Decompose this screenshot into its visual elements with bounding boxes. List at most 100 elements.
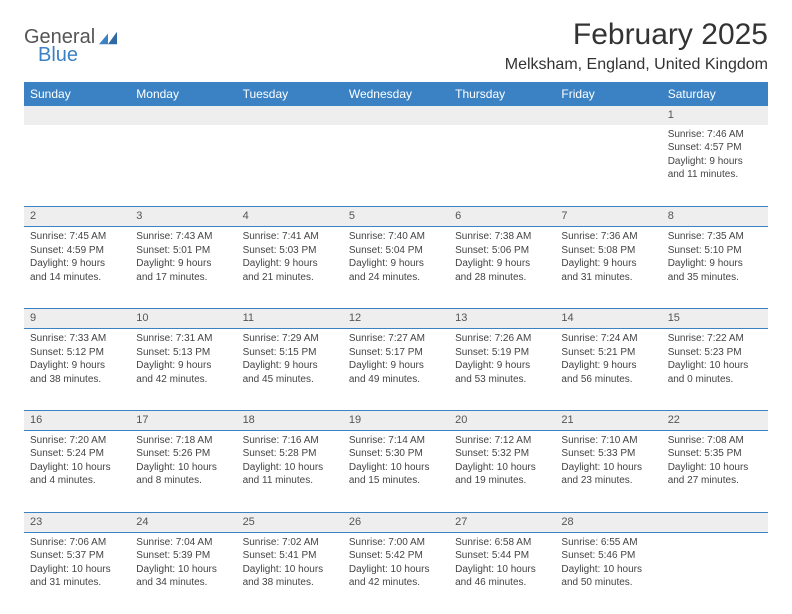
daylight1-text: Daylight: 10 hours: [243, 461, 337, 475]
logo-text-blue: Blue: [38, 44, 78, 67]
sunrise-text: Sunrise: 7:27 AM: [349, 332, 443, 346]
day-number-cell: 24: [130, 512, 236, 532]
day-cell: Sunrise: 7:36 AMSunset: 5:08 PMDaylight:…: [555, 227, 661, 309]
sunrise-text: Sunrise: 7:43 AM: [136, 230, 230, 244]
daylight2-text: and 31 minutes.: [561, 271, 655, 285]
daylight1-text: Daylight: 10 hours: [561, 461, 655, 475]
sunrise-text: Sunrise: 7:00 AM: [349, 536, 443, 550]
daylight2-text: and 11 minutes.: [243, 474, 337, 488]
sunset-text: Sunset: 5:46 PM: [561, 549, 655, 563]
sunrise-text: Sunrise: 7:33 AM: [30, 332, 124, 346]
logo-mark-icon: [99, 31, 117, 45]
daylight1-text: Daylight: 9 hours: [349, 359, 443, 373]
day-cell: Sunrise: 7:12 AMSunset: 5:32 PMDaylight:…: [449, 430, 555, 512]
daylight2-text: and 53 minutes.: [455, 373, 549, 387]
day-number-cell: 27: [449, 512, 555, 532]
day-number-cell: 2: [24, 207, 130, 227]
daylight2-text: and 38 minutes.: [30, 373, 124, 387]
daylight1-text: Daylight: 10 hours: [455, 461, 549, 475]
day-number-cell: 9: [24, 309, 130, 329]
title-block: February 2025 Melksham, England, United …: [505, 18, 768, 74]
day-number-row: 9101112131415: [24, 309, 768, 329]
day-cell: [24, 125, 130, 207]
day-number-cell: 19: [343, 411, 449, 431]
daylight1-text: Daylight: 9 hours: [455, 359, 549, 373]
sunrise-text: Sunrise: 7:38 AM: [455, 230, 549, 244]
daylight2-text: and 50 minutes.: [561, 576, 655, 590]
daylight1-text: Daylight: 9 hours: [136, 359, 230, 373]
week-row: Sunrise: 7:20 AMSunset: 5:24 PMDaylight:…: [24, 430, 768, 512]
sunrise-text: Sunrise: 7:14 AM: [349, 434, 443, 448]
sunrise-text: Sunrise: 7:36 AM: [561, 230, 655, 244]
daylight2-text: and 38 minutes.: [243, 576, 337, 590]
sunset-text: Sunset: 5:30 PM: [349, 447, 443, 461]
daylight1-text: Daylight: 9 hours: [30, 257, 124, 271]
sunrise-text: Sunrise: 7:41 AM: [243, 230, 337, 244]
day-number-cell: 7: [555, 207, 661, 227]
sunset-text: Sunset: 5:32 PM: [455, 447, 549, 461]
daylight1-text: Daylight: 9 hours: [561, 257, 655, 271]
daylight2-text: and 42 minutes.: [349, 576, 443, 590]
day-number-cell: 26: [343, 512, 449, 532]
day-cell: Sunrise: 7:27 AMSunset: 5:17 PMDaylight:…: [343, 329, 449, 411]
month-title: February 2025: [505, 18, 768, 52]
brand-logo: General Blue: [24, 26, 117, 49]
day-cell: Sunrise: 7:14 AMSunset: 5:30 PMDaylight:…: [343, 430, 449, 512]
sunrise-text: Sunrise: 6:55 AM: [561, 536, 655, 550]
day-number-cell: [343, 106, 449, 125]
daylight2-text: and 23 minutes.: [561, 474, 655, 488]
sunrise-text: Sunrise: 7:18 AM: [136, 434, 230, 448]
daylight1-text: Daylight: 9 hours: [243, 257, 337, 271]
sunset-text: Sunset: 5:41 PM: [243, 549, 337, 563]
daylight2-text: and 27 minutes.: [668, 474, 762, 488]
day-header: Monday: [130, 82, 236, 106]
day-cell: Sunrise: 7:02 AMSunset: 5:41 PMDaylight:…: [237, 532, 343, 614]
day-cell: Sunrise: 6:58 AMSunset: 5:44 PMDaylight:…: [449, 532, 555, 614]
day-header-row: Sunday Monday Tuesday Wednesday Thursday…: [24, 82, 768, 106]
day-number-cell: 3: [130, 207, 236, 227]
day-cell: Sunrise: 7:26 AMSunset: 5:19 PMDaylight:…: [449, 329, 555, 411]
week-row: Sunrise: 7:46 AMSunset: 4:57 PMDaylight:…: [24, 125, 768, 207]
sunset-text: Sunset: 5:44 PM: [455, 549, 549, 563]
day-cell: Sunrise: 7:00 AMSunset: 5:42 PMDaylight:…: [343, 532, 449, 614]
day-number-cell: 18: [237, 411, 343, 431]
daylight1-text: Daylight: 9 hours: [561, 359, 655, 373]
location-subtitle: Melksham, England, United Kingdom: [505, 56, 768, 74]
sunrise-text: Sunrise: 7:12 AM: [455, 434, 549, 448]
sunrise-text: Sunrise: 7:45 AM: [30, 230, 124, 244]
daylight1-text: Daylight: 10 hours: [561, 563, 655, 577]
day-number-cell: 20: [449, 411, 555, 431]
daylight2-text: and 11 minutes.: [668, 168, 762, 182]
day-cell: Sunrise: 6:55 AMSunset: 5:46 PMDaylight:…: [555, 532, 661, 614]
daylight1-text: Daylight: 10 hours: [30, 461, 124, 475]
daylight1-text: Daylight: 9 hours: [668, 257, 762, 271]
day-cell: Sunrise: 7:10 AMSunset: 5:33 PMDaylight:…: [555, 430, 661, 512]
day-number-cell: 14: [555, 309, 661, 329]
sunset-text: Sunset: 4:57 PM: [668, 141, 762, 155]
page-header: General Blue February 2025 Melksham, Eng…: [24, 18, 768, 74]
day-number-cell: [449, 106, 555, 125]
daylight2-text: and 17 minutes.: [136, 271, 230, 285]
daylight2-text: and 46 minutes.: [455, 576, 549, 590]
sunset-text: Sunset: 5:37 PM: [30, 549, 124, 563]
day-cell: Sunrise: 7:35 AMSunset: 5:10 PMDaylight:…: [662, 227, 768, 309]
daylight1-text: Daylight: 10 hours: [243, 563, 337, 577]
day-cell: Sunrise: 7:08 AMSunset: 5:35 PMDaylight:…: [662, 430, 768, 512]
day-number-cell: 12: [343, 309, 449, 329]
day-header: Wednesday: [343, 82, 449, 106]
daylight2-text: and 0 minutes.: [668, 373, 762, 387]
daylight1-text: Daylight: 10 hours: [136, 563, 230, 577]
daylight2-text: and 56 minutes.: [561, 373, 655, 387]
sunset-text: Sunset: 5:01 PM: [136, 244, 230, 258]
day-cell: [662, 532, 768, 614]
daylight1-text: Daylight: 9 hours: [30, 359, 124, 373]
daylight1-text: Daylight: 10 hours: [668, 359, 762, 373]
daylight2-text: and 31 minutes.: [30, 576, 124, 590]
day-header: Saturday: [662, 82, 768, 106]
calendar-page: General Blue February 2025 Melksham, Eng…: [0, 0, 792, 614]
day-number-cell: 15: [662, 309, 768, 329]
sunset-text: Sunset: 5:28 PM: [243, 447, 337, 461]
daylight2-text: and 35 minutes.: [668, 271, 762, 285]
day-number-cell: 8: [662, 207, 768, 227]
sunset-text: Sunset: 5:15 PM: [243, 346, 337, 360]
